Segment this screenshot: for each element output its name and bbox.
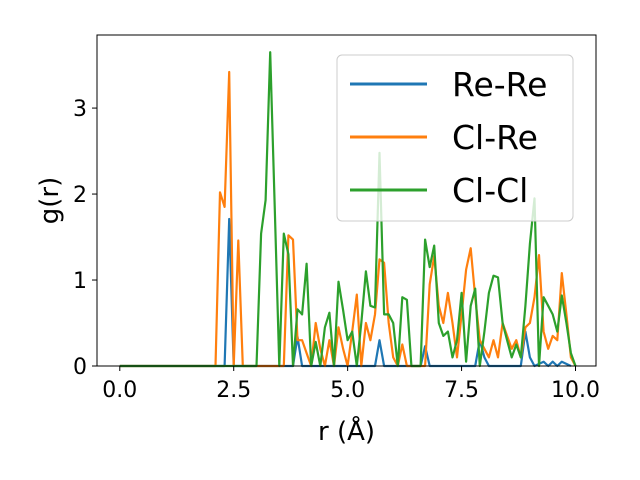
x-axis-label: r (Å): [318, 415, 375, 447]
y-axis-label: g(r): [35, 177, 65, 224]
legend-label: Cl-Re: [452, 118, 538, 157]
legend-box: [336, 54, 574, 222]
series-line-re-re: [119, 217, 572, 368]
y-tick-label: 0: [73, 355, 87, 380]
legend: Re-Re Cl-Re Cl-Cl: [336, 54, 574, 222]
y-tick-label: 3: [73, 97, 87, 122]
y-axis-ticks: 0 1 2 3: [73, 97, 97, 380]
y-tick-label: 2: [73, 183, 87, 208]
x-tick-label: 10.0: [551, 378, 600, 403]
y-tick-label: 1: [73, 269, 87, 294]
x-tick-label: 2.5: [216, 378, 251, 403]
axes-frame: [96, 34, 597, 367]
x-tick-label: 5.0: [330, 378, 365, 403]
legend-label: Cl-Cl: [452, 171, 528, 210]
x-axis-ticks: 0.0 2.5 5.0 7.5 10.0: [102, 366, 600, 403]
x-tick-label: 0.0: [102, 378, 137, 403]
legend-label: Re-Re: [452, 65, 547, 104]
x-tick-label: 7.5: [444, 378, 479, 403]
